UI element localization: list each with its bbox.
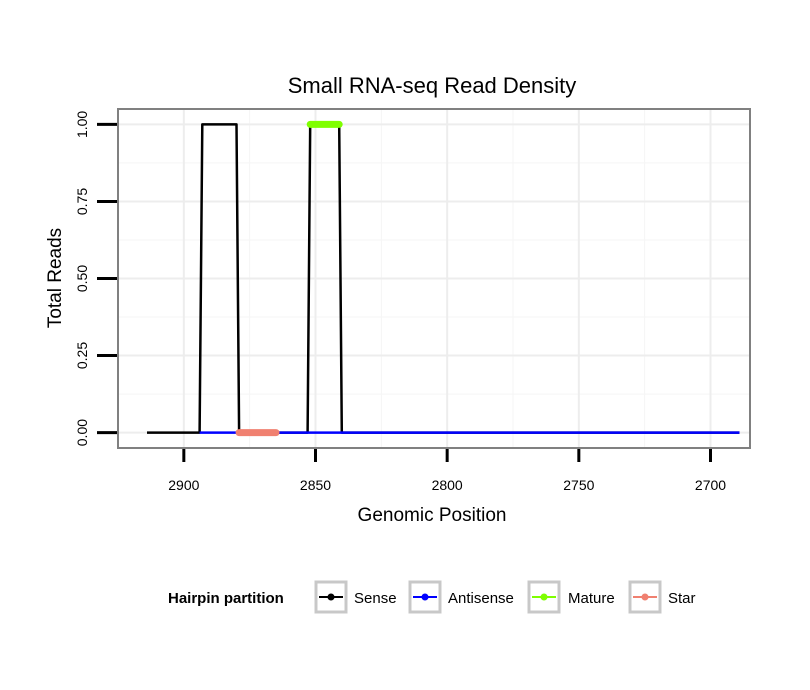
plot-area <box>117 108 751 449</box>
legend: Hairpin partition Sense Antisense Mature St… <box>168 580 696 614</box>
y-axis: 0.00 0.25 0.50 0.75 1.00 <box>74 111 117 446</box>
y-tick-label: 0.75 <box>74 188 90 215</box>
x-tick-label: 2850 <box>300 477 331 493</box>
chart-title: Small RNA-seq Read Density <box>288 73 577 98</box>
y-tick-label: 0.00 <box>74 419 90 446</box>
x-axis-title: Genomic Position <box>358 505 507 526</box>
x-tick-label: 2700 <box>695 477 726 493</box>
legend-key-point <box>327 593 335 601</box>
legend-label-sense: Sense <box>354 590 397 607</box>
series-layer <box>147 120 740 437</box>
x-axis: 2900 2850 2800 2750 2700 <box>168 449 726 493</box>
x-tick-label: 2900 <box>168 477 199 493</box>
legend-key-point <box>641 593 649 601</box>
x-tick-label: 2750 <box>563 477 594 493</box>
legend-label-mature: Mature <box>568 590 615 607</box>
plot-border <box>117 108 751 449</box>
y-axis-title: Total Reads <box>45 228 66 328</box>
legend-label-star: Star <box>668 590 696 607</box>
y-tick-label: 0.50 <box>74 265 90 292</box>
y-tick-label: 1.00 <box>74 111 90 138</box>
legend-key-point <box>421 593 429 601</box>
legend-label-antisense: Antisense <box>448 590 514 607</box>
legend-key-point <box>540 593 548 601</box>
x-tick-label: 2800 <box>432 477 463 493</box>
legend-title: Hairpin partition <box>168 590 284 607</box>
y-tick-label: 0.25 <box>74 342 90 369</box>
